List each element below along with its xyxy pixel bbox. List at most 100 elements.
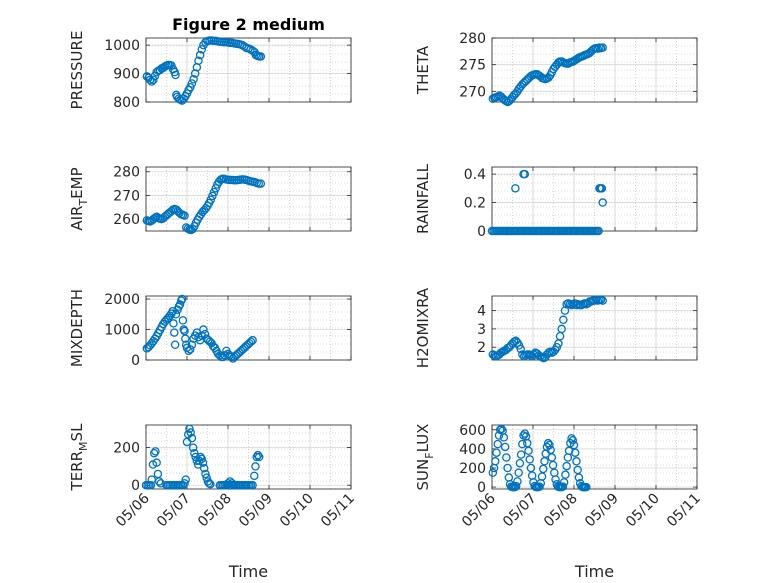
- data-point: [206, 480, 215, 489]
- data-point: [562, 461, 571, 471]
- data-point: [256, 179, 266, 188]
- series-sun_flux: [488, 424, 591, 492]
- data-point: [253, 450, 263, 460]
- data-point: [492, 448, 501, 457]
- ytick-label: 900: [113, 67, 140, 83]
- ylabel-terr_msl: TERRMSL: [68, 423, 90, 492]
- ytick-label: 270: [459, 84, 486, 100]
- data-point: [248, 480, 257, 490]
- data-point: [178, 480, 188, 490]
- subplot-h2omixra: 2 3 4 H2OMIXRA: [414, 287, 698, 368]
- data-point: [208, 191, 217, 201]
- data-point: [206, 195, 216, 204]
- ylabel-h2omixra: H2OMIXRA: [414, 287, 432, 368]
- data-point: [186, 345, 195, 354]
- data-point: [151, 447, 160, 456]
- data-point: [497, 424, 506, 434]
- ytick-label: 0: [131, 353, 140, 369]
- data-point: [525, 455, 534, 464]
- ytick-label: 1000: [104, 323, 140, 339]
- data-point: [493, 439, 502, 449]
- ytick-label: 600: [459, 423, 486, 439]
- data-point: [256, 52, 266, 61]
- ylabel-main: RAINFALL: [414, 163, 432, 234]
- ylabel-main: H2OMIXRA: [414, 287, 432, 368]
- subplot-theta: 270 275 280 THETA: [414, 31, 698, 107]
- axes-box-sun_flux: [491, 424, 698, 490]
- ylabel-main: PRESSURE: [68, 31, 86, 110]
- subplot-rainfall: 0 0.2 0.4 RAINFALL: [414, 163, 698, 240]
- ytick-label: 280: [459, 31, 486, 47]
- ytick-label: 2000: [104, 292, 140, 308]
- ylabel-main: SUN: [414, 459, 432, 491]
- data-point: [493, 92, 502, 101]
- data-point: [511, 184, 520, 193]
- data-point: [503, 463, 512, 473]
- data-point: [248, 335, 257, 345]
- ylabel-subscript: F: [423, 452, 436, 458]
- data-point: [246, 337, 256, 346]
- data-point: [598, 198, 607, 207]
- data-point: [209, 187, 219, 197]
- series-air_temp: [142, 174, 266, 235]
- subplot-air_temp: 260 270 280 AIRTEMP: [68, 165, 352, 235]
- subplot-mixdepth: 0 1000 2000 MIXDEPTH: [68, 289, 352, 369]
- data-point: [524, 446, 533, 456]
- data-point: [500, 442, 510, 452]
- ylabel-tail: EMP: [68, 167, 86, 198]
- data-point: [149, 75, 158, 85]
- ylabel-sun_flux: SUNFLUX: [414, 424, 436, 491]
- data-point: [597, 184, 607, 193]
- xlabel-terr_msl: Time: [228, 562, 268, 581]
- data-point: [252, 452, 261, 462]
- data-point: [211, 184, 220, 193]
- data-point: [187, 340, 197, 350]
- ytick-label: 260: [113, 212, 140, 228]
- data-point: [170, 328, 179, 337]
- data-point: [188, 443, 198, 452]
- chart-title: Figure 2 medium: [172, 15, 325, 34]
- data-point: [170, 340, 180, 350]
- data-point: [190, 448, 199, 458]
- data-point: [204, 479, 214, 488]
- data-point: [593, 44, 603, 53]
- data-point: [570, 448, 580, 457]
- series-rainfall: [487, 169, 607, 236]
- ylabel-main: MIXDEPTH: [68, 289, 86, 367]
- series-h2omixra: [488, 295, 607, 363]
- series-theta: [488, 43, 607, 107]
- data-point: [187, 433, 197, 443]
- ylabel-main: THETA: [414, 45, 432, 95]
- data-point: [180, 211, 189, 220]
- data-point: [513, 477, 522, 486]
- data-point: [177, 294, 187, 304]
- data-point: [195, 50, 205, 60]
- data-point: [175, 300, 185, 309]
- data-point: [254, 452, 264, 462]
- ytick-label: 1000: [104, 38, 140, 54]
- data-point: [568, 436, 578, 445]
- data-point: [574, 473, 584, 482]
- ylabel-mixdepth: MIXDEPTH: [68, 289, 86, 367]
- ylabel-air_temp: AIRTEMP: [68, 167, 90, 230]
- data-point: [545, 440, 554, 450]
- data-point: [149, 448, 159, 458]
- data-point: [186, 428, 195, 437]
- data-point: [561, 470, 570, 479]
- data-point: [515, 458, 525, 468]
- grid-rainfall: [491, 166, 698, 232]
- data-point: [518, 439, 527, 449]
- data-point: [598, 296, 607, 305]
- data-point: [197, 454, 207, 464]
- data-point: [146, 480, 156, 490]
- data-point: [598, 43, 607, 52]
- ylabel-main: TERR: [68, 451, 86, 492]
- data-point: [201, 469, 210, 479]
- ylabel-tail: SL: [68, 423, 86, 442]
- ytick-label: 400: [459, 442, 486, 458]
- data-point: [171, 70, 180, 80]
- data-point: [154, 477, 164, 486]
- ylabel-subscript: M: [77, 441, 90, 451]
- series-pressure: [142, 36, 266, 105]
- data-point: [198, 458, 208, 467]
